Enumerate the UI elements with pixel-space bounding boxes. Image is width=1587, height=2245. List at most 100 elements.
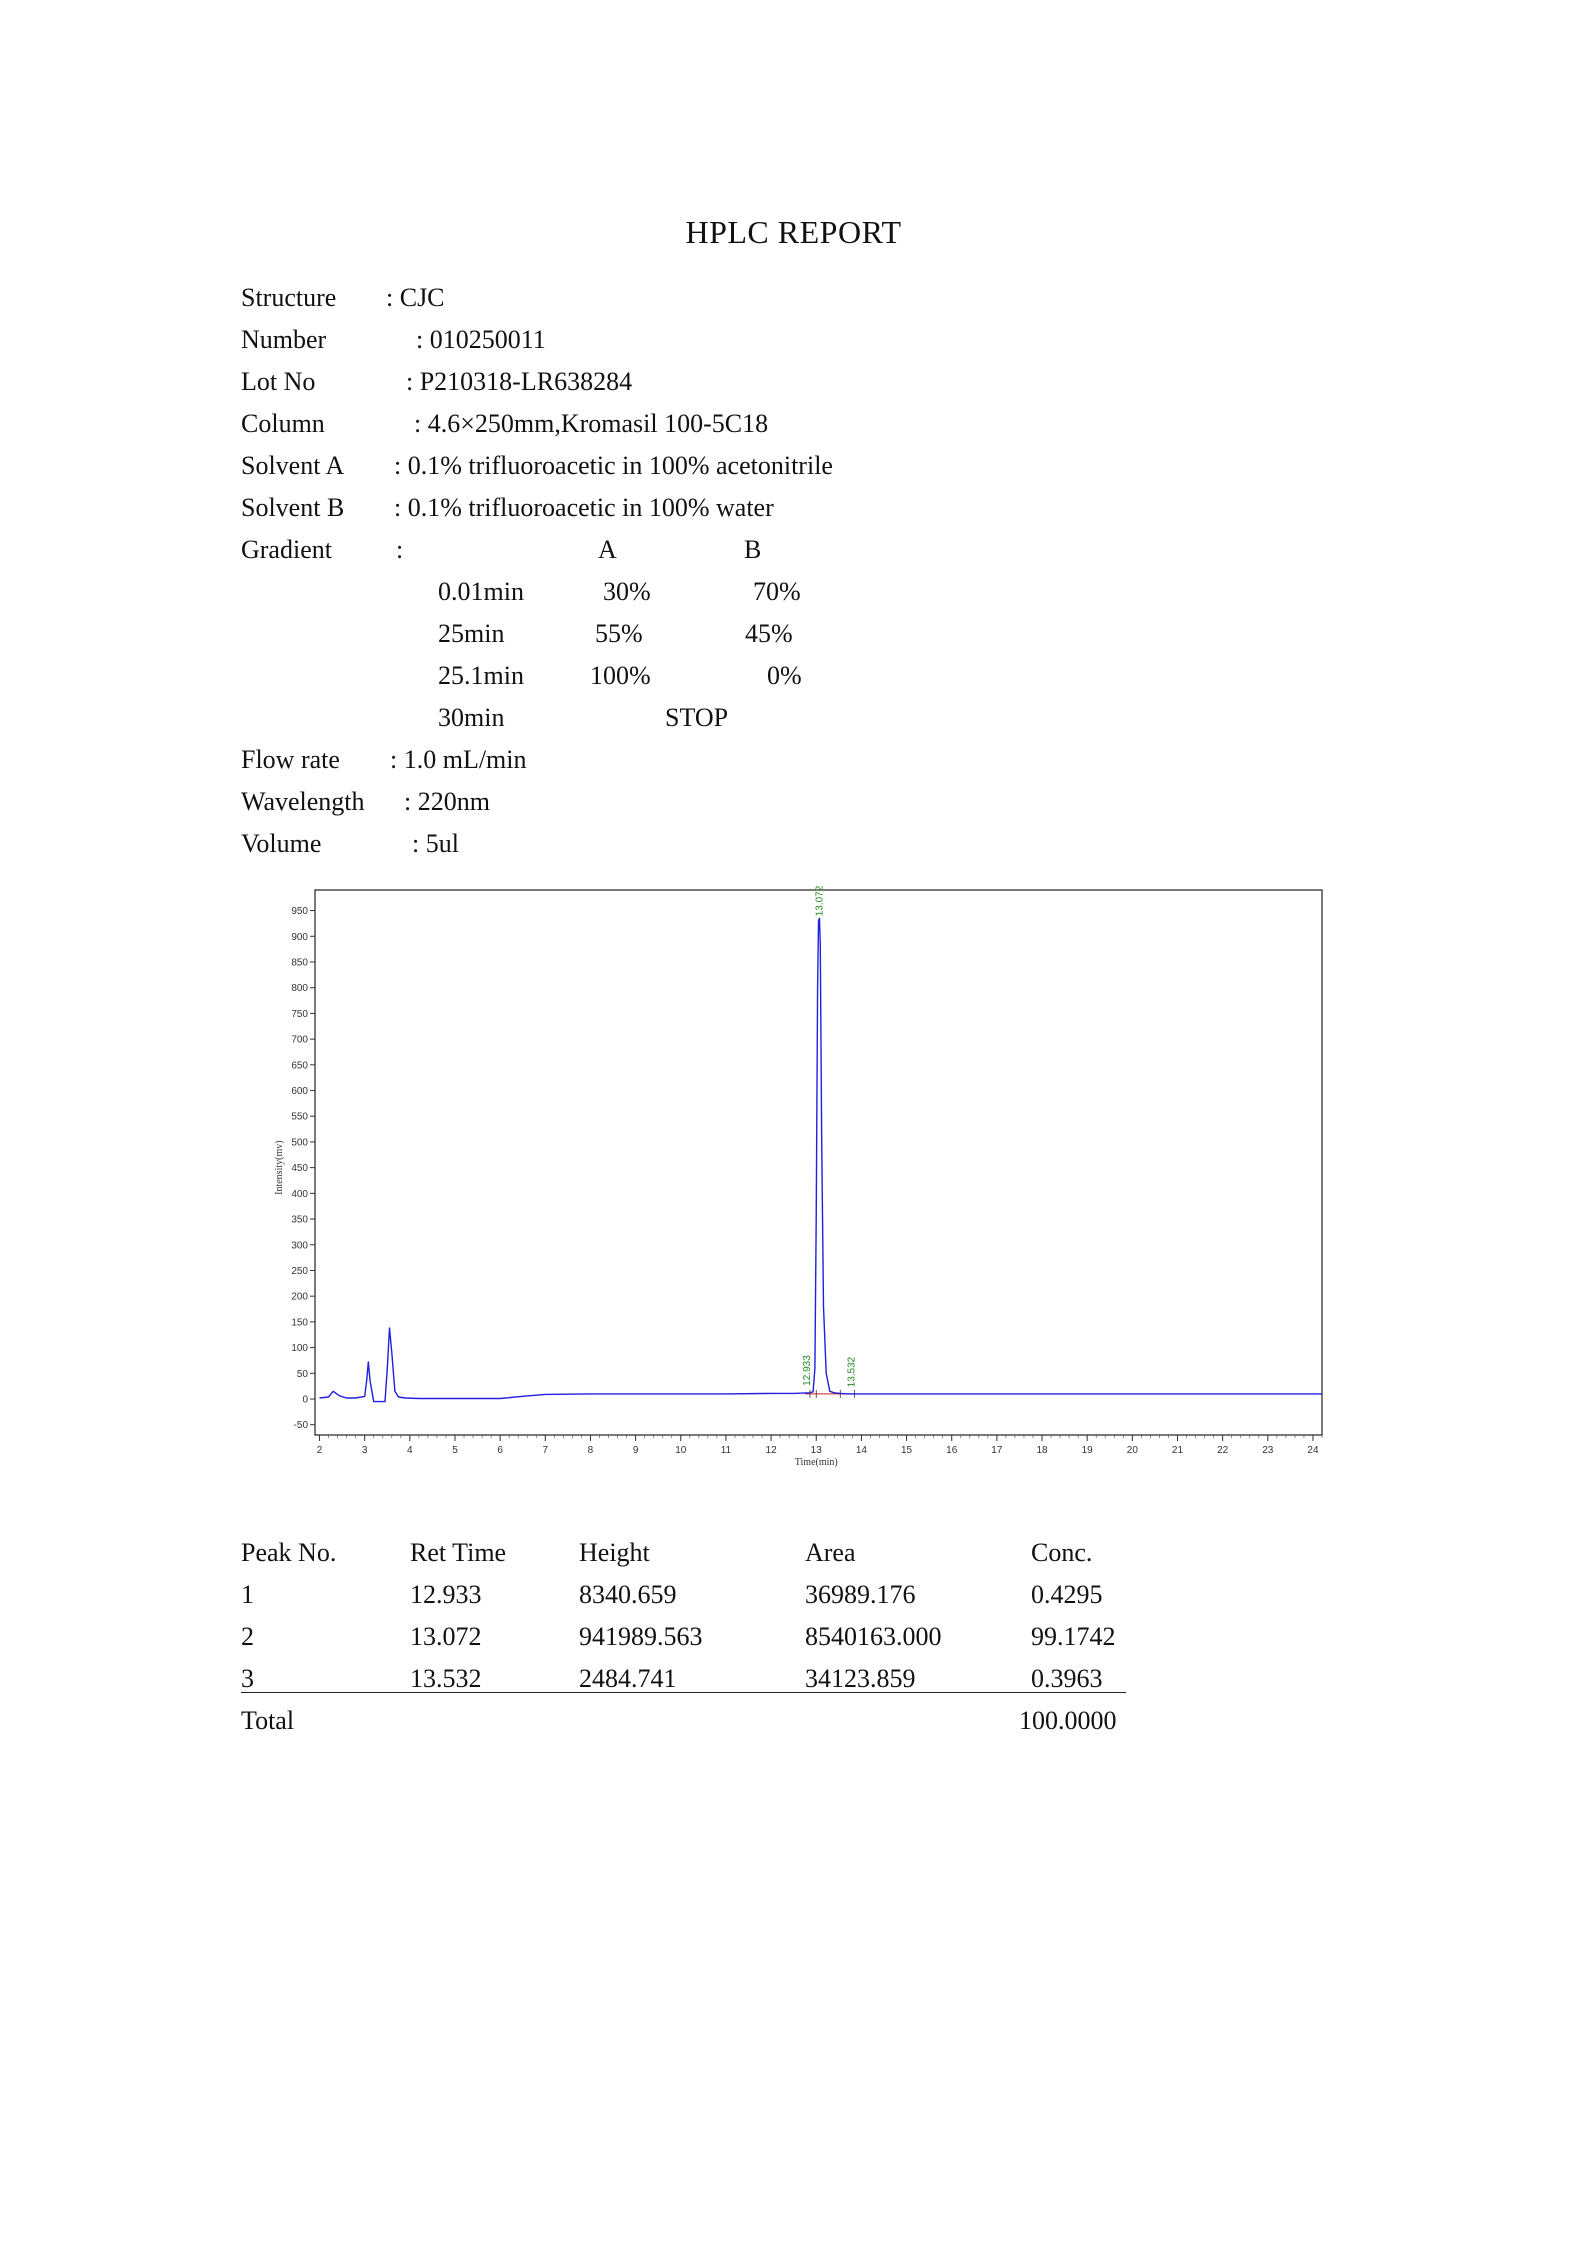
header-ret-time: Ret Time <box>410 1538 507 1567</box>
x-tick-label: 15 <box>901 1445 913 1456</box>
gradient-stop-label: STOP <box>665 703 729 732</box>
report-title: HPLC REPORT <box>685 214 902 250</box>
gradient-stop-time: 30min <box>438 703 505 732</box>
y-tick-label: -50 <box>294 1420 309 1431</box>
y-tick-label: 250 <box>291 1266 308 1277</box>
lot-no-label: Lot No <box>241 367 316 396</box>
wavelength-label: Wavelength <box>241 787 365 816</box>
x-tick-label: 17 <box>991 1445 1003 1456</box>
conc-cell: 99.1742 <box>1031 1622 1116 1651</box>
column-label: Column <box>241 409 325 438</box>
structure-value: : CJC <box>386 283 445 312</box>
gradient-b-pct: 0% <box>767 661 802 690</box>
flow-rate-value: : 1.0 mL/min <box>390 745 527 774</box>
y-tick-label: 400 <box>291 1189 308 1200</box>
peak-no-cell: 3 <box>241 1664 254 1693</box>
number-value: : 010250011 <box>416 325 546 354</box>
x-tick-label: 24 <box>1307 1445 1319 1456</box>
ret-time-cell: 13.072 <box>410 1622 482 1651</box>
x-axis-title: Time(min) <box>795 1457 838 1468</box>
y-tick-label: 150 <box>291 1317 308 1328</box>
y-tick-label: 100 <box>291 1343 308 1354</box>
x-tick-label: 2 <box>317 1445 323 1456</box>
gradient-a-pct: 100% <box>590 661 651 690</box>
y-tick-label: 200 <box>291 1292 308 1303</box>
y-tick-label: 450 <box>291 1163 308 1174</box>
solvent-a-label: Solvent A <box>241 451 345 480</box>
peak-retention-label: 12.933 <box>802 1355 813 1386</box>
x-tick-label: 8 <box>588 1445 594 1456</box>
header-area: Area <box>805 1538 856 1567</box>
y-tick-label: 900 <box>291 932 308 943</box>
y-tick-label: 0 <box>302 1395 308 1406</box>
gradient-col-b: B <box>744 535 762 564</box>
x-tick-label: 18 <box>1036 1445 1048 1456</box>
plot-frame <box>314 889 1323 1436</box>
x-tick-label: 16 <box>946 1445 958 1456</box>
table-divider <box>241 1692 1126 1693</box>
header-peak-no: Peak No. <box>241 1538 337 1567</box>
total-value: 100.0000 <box>1019 1706 1117 1735</box>
x-tick-label: 4 <box>407 1445 413 1456</box>
chromatogram-chart: -50 0 50 100 150 200 250 300 350 400 450 500 550 600 6… <box>274 885 1323 1468</box>
total-label: Total <box>241 1706 295 1735</box>
structure-label: Structure <box>241 283 337 312</box>
gradient-colon: : <box>396 535 404 564</box>
x-tick-label: 5 <box>452 1445 458 1456</box>
height-cell: 8340.659 <box>579 1580 677 1609</box>
y-tick-label: 350 <box>291 1215 308 1226</box>
x-tick-label: 6 <box>497 1445 503 1456</box>
area-cell: 8540163.000 <box>805 1622 942 1651</box>
gradient-col-a: A <box>598 535 617 564</box>
area-cell: 34123.859 <box>805 1664 916 1693</box>
y-tick-label: 750 <box>291 1009 308 1020</box>
volume-label: Volume <box>241 829 322 858</box>
solvent-b-label: Solvent B <box>241 493 345 522</box>
gradient-time: 25min <box>438 619 505 648</box>
y-tick-label: 700 <box>291 1035 308 1046</box>
x-tick-label: 23 <box>1262 1445 1274 1456</box>
gradient-label: Gradient <box>241 535 332 564</box>
header-conc: Conc. <box>1031 1538 1093 1567</box>
ret-time-cell: 12.933 <box>410 1580 482 1609</box>
x-tick-label: 19 <box>1082 1445 1094 1456</box>
x-tick-label: 9 <box>633 1445 639 1456</box>
y-axis-title: Intensity(mv) <box>274 1140 285 1194</box>
y-tick-label: 850 <box>291 957 308 968</box>
y-tick-label: 500 <box>291 1137 308 1148</box>
gradient-a-pct: 55% <box>595 619 643 648</box>
height-cell: 2484.741 <box>579 1664 677 1693</box>
conc-cell: 0.3963 <box>1031 1664 1103 1693</box>
y-tick-label: 800 <box>291 983 308 994</box>
lot-no-value: : P210318-LR638284 <box>406 367 633 396</box>
x-tick-label: 7 <box>543 1445 549 1456</box>
gradient-time: 0.01min <box>438 577 524 606</box>
solvent-b-value: : 0.1% trifluoroacetic in 100% water <box>394 493 774 522</box>
wavelength-value: : 220nm <box>404 787 490 816</box>
x-tick-label: 13 <box>811 1445 823 1456</box>
x-tick-label: 21 <box>1172 1445 1184 1456</box>
peak-no-cell: 1 <box>241 1580 254 1609</box>
x-tick-label: 20 <box>1127 1445 1139 1456</box>
gradient-time: 25.1min <box>438 661 524 690</box>
peak-no-cell: 2 <box>241 1622 254 1651</box>
peak-retention-label: 13.072 <box>814 885 825 916</box>
x-tick-label: 10 <box>675 1445 687 1456</box>
y-tick-label: 600 <box>291 1086 308 1097</box>
y-tick-label: 300 <box>291 1240 308 1251</box>
x-tick-label: 14 <box>856 1445 868 1456</box>
x-tick-label: 3 <box>362 1445 368 1456</box>
header-height: Height <box>579 1538 650 1567</box>
gradient-a-pct: 30% <box>603 577 651 606</box>
height-cell: 941989.563 <box>579 1622 703 1651</box>
gradient-b-pct: 45% <box>745 619 793 648</box>
x-tick-label: 12 <box>766 1445 778 1456</box>
flow-rate-label: Flow rate <box>241 745 340 774</box>
volume-value: : 5ul <box>412 829 459 858</box>
chromatogram-trace <box>319 917 1322 1403</box>
x-tick-label: 22 <box>1217 1445 1229 1456</box>
solvent-a-value: : 0.1% trifluoroacetic in 100% acetonitr… <box>394 451 833 480</box>
column-value: : 4.6×250mm,Kromasil 100-5C18 <box>414 409 769 438</box>
y-tick-label: 950 <box>291 906 308 917</box>
number-label: Number <box>241 325 327 354</box>
